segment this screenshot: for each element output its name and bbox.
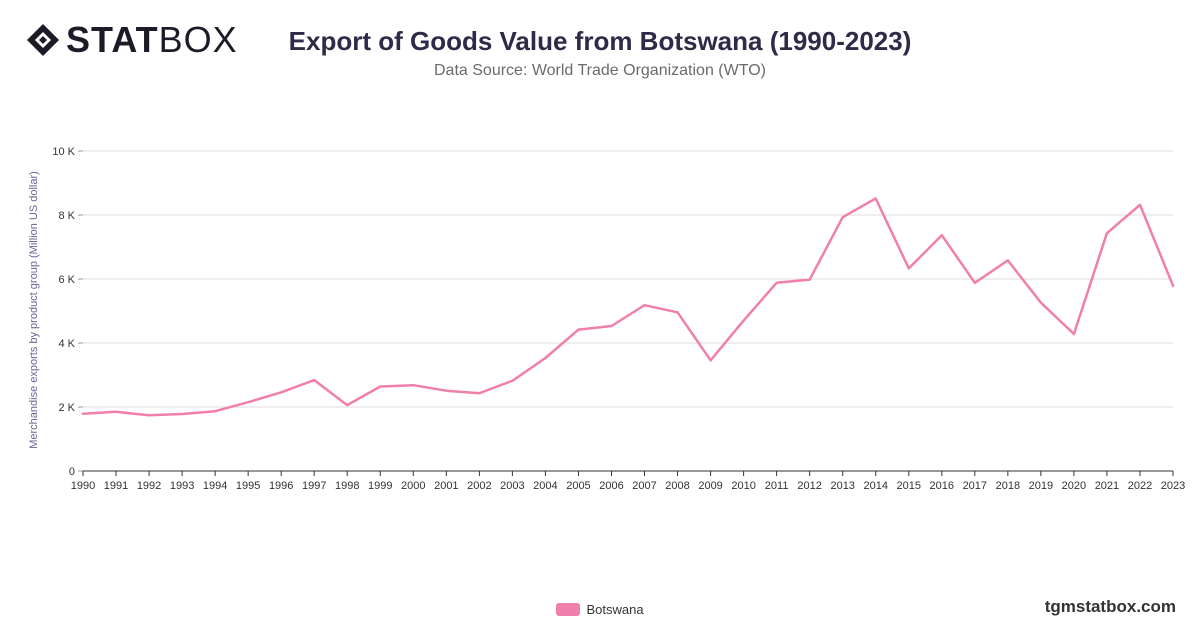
x-tick-label: 2012 [797, 480, 821, 492]
x-tick-label: 2020 [1062, 480, 1086, 492]
x-tick-label: 2015 [897, 480, 921, 492]
x-tick-label: 2022 [1128, 480, 1152, 492]
logo-text-bold: STAT [66, 19, 159, 60]
series-layer [81, 197, 1175, 417]
x-tick-label: 2013 [830, 480, 854, 492]
x-tick-label: 2006 [599, 480, 623, 492]
statbox-logo: STATBOX [26, 22, 238, 58]
footer-url: tgmstatbox.com [1044, 597, 1176, 616]
series-line-botswana [81, 197, 1175, 417]
diamond-logo-icon [27, 24, 59, 56]
x-tick-label: 1995 [236, 480, 260, 492]
x-tick-label: 2017 [963, 480, 987, 492]
y-tick-label: 2 K [58, 402, 75, 414]
logo-text-light: BOX [158, 19, 238, 60]
chart-subtitle: Data Source: World Trade Organization (W… [434, 62, 766, 79]
x-tick-label: 2010 [731, 480, 755, 492]
x-tick-labels: 1990 1991 1992 1993 1994 1995 1996 1997 1998 1999… [71, 471, 1185, 492]
x-tick-label: 2007 [632, 480, 656, 492]
x-tick-label: 2014 [863, 480, 887, 492]
y-tick-label: 10 K [52, 146, 75, 158]
y-tick-label: 8 K [58, 210, 75, 222]
x-tick-label: 1994 [203, 480, 227, 492]
x-tick-label: 1991 [104, 480, 128, 492]
x-tick-label: 2000 [401, 480, 425, 492]
x-tick-label: 1992 [137, 480, 161, 492]
x-tick-label: 2001 [434, 480, 458, 492]
x-tick-label: 2009 [698, 480, 722, 492]
x-tick-label: 2003 [500, 480, 524, 492]
x-tick-label: 2021 [1095, 480, 1119, 492]
x-tick-label: 2008 [665, 480, 689, 492]
x-tick-label: 2002 [467, 480, 491, 492]
x-tick-label: 2016 [930, 480, 954, 492]
x-tick-label: 2018 [996, 480, 1020, 492]
y-tick-label: 4 K [58, 338, 75, 350]
legend-label-botswana[interactable]: Botswana [586, 602, 644, 617]
y-axis-label: Merchandise exports by product group (Mi… [28, 171, 40, 449]
y-tick-label: 6 K [58, 274, 75, 286]
x-tick-label: 1997 [302, 480, 326, 492]
chart-title: Export of Goods Value from Botswana (199… [288, 26, 912, 56]
grid-lines [78, 150, 1173, 472]
x-tick-label: 2004 [533, 480, 557, 492]
x-tick-label: 1993 [170, 480, 194, 492]
legend-swatch-botswana[interactable] [556, 603, 581, 616]
x-tick-label: 2005 [566, 480, 590, 492]
legend[interactable]: Botswana [0, 602, 1200, 617]
y-tick-label: 0 [69, 466, 75, 478]
x-tick-label: 2011 [765, 480, 789, 492]
x-tick-label: 2019 [1029, 480, 1053, 492]
x-tick-label: 1990 [71, 480, 95, 492]
x-tick-label: 1996 [269, 480, 293, 492]
x-tick-label: 1999 [368, 480, 392, 492]
x-tick-label: 1998 [335, 480, 359, 492]
y-tick-labels: 0 2 K 4 K 6 K 8 K 10 K [52, 146, 75, 478]
x-tick-label: 2023 [1161, 480, 1185, 492]
